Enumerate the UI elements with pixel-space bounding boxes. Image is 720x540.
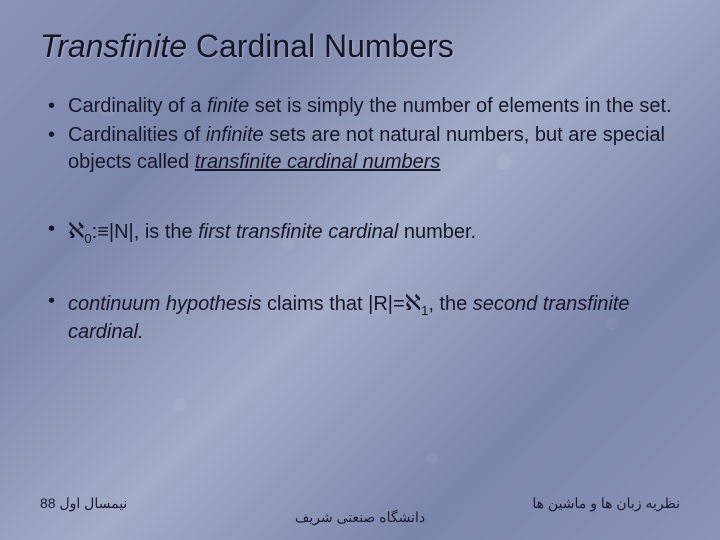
text-run: , is the [134,221,198,243]
text-run: claims that |R|= [261,293,404,315]
slide-title: Transfinite Cardinal Numbers [40,28,680,65]
text-run: number. [398,221,476,243]
text-run: :≡|N| [92,221,134,243]
text-run: ℵ [68,218,84,243]
title-rest: Cardinal Numbers [187,28,454,64]
text-run: transfinite cardinal numbers [195,151,441,173]
slide: Transfinite Cardinal Numbers Cardinality… [0,0,720,540]
text-run: continuum hypothesis [68,293,261,315]
footer-right: نظریه زبان ها و ماشین ها [532,495,680,512]
title-italic: Transfinite [40,28,187,64]
text-run: Cardinality of a [68,95,207,117]
bullet-item: ℵ0:≡|N|, is the first transfinite cardin… [40,216,680,248]
text-run: 0 [84,231,91,246]
text-run: , the [428,293,472,315]
text-run: infinite [206,124,264,146]
bullet-item: Cardinality of a finite set is simply th… [40,93,680,120]
text-run: set is simply the number of elements in … [249,95,671,117]
bullet-list: Cardinality of a finite set is simply th… [40,93,680,346]
bullet-item: continuum hypothesis claims that |R|=ℵ1,… [40,288,680,347]
text-run: finite [207,95,249,117]
bullet-item: Cardinalities of infinite sets are not n… [40,122,680,176]
text-run: Cardinalities of [68,124,206,146]
text-run: ℵ [405,290,421,315]
text-run: first transfinite cardinal [198,221,398,243]
